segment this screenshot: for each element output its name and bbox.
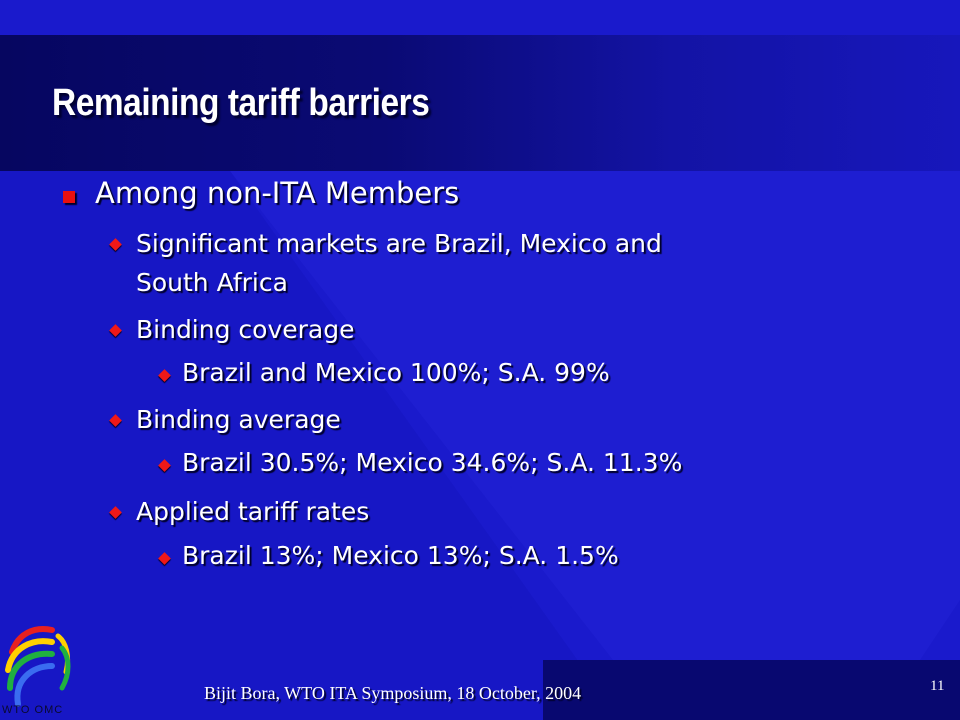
title-band (0, 35, 960, 171)
slide-title: Remaining tariff barriers (52, 82, 430, 124)
bullet-level1: Among non-ITA Members (95, 176, 460, 210)
subbullet-applied-tariff-values: Brazil 13%; Mexico 13%; S.A. 1.5% (182, 541, 619, 570)
footer-text: Bijit Bora, WTO ITA Symposium, 18 Octobe… (204, 683, 582, 703)
wto-logo-icon (5, 626, 71, 707)
bullet-applied-tariff-rates: Applied tariff rates (136, 497, 370, 526)
footer-band (543, 660, 960, 720)
bullet-significant-markets-line1: Significant markets are Brazil, Mexico a… (136, 229, 662, 258)
bullet-binding-coverage: Binding coverage (136, 315, 355, 344)
square-bullet-icon (63, 191, 75, 203)
bullet-significant-markets-line2: South Africa (136, 268, 288, 297)
wto-logo-text: WTO OMC (2, 704, 64, 716)
slide-number: 11 (930, 678, 945, 694)
subbullet-binding-coverage-values: Brazil and Mexico 100%; S.A. 99% (182, 358, 610, 387)
bullet-binding-average: Binding average (136, 405, 341, 434)
subbullet-binding-average-values: Brazil 30.5%; Mexico 34.6%; S.A. 11.3% (182, 448, 683, 477)
